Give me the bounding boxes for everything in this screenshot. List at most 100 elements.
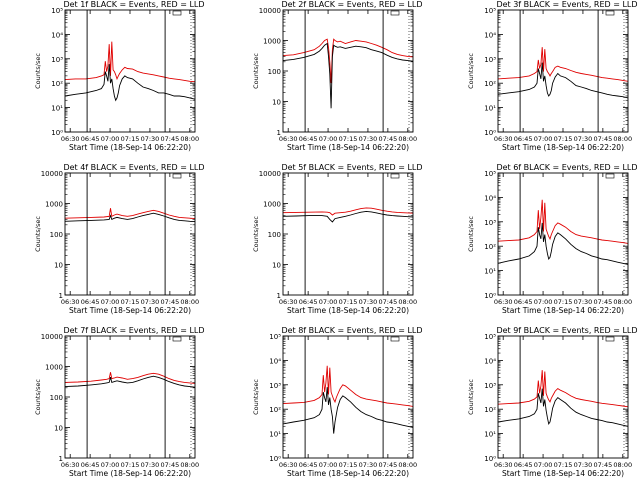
y-tick-label: 10³ (484, 219, 496, 227)
x-tick-label: 07:45 (160, 461, 179, 469)
x-axis-label: Start Time (18-Sep-14 06:22:20) (287, 306, 409, 315)
x-tick-label: 07:00 (534, 461, 553, 469)
x-tick-label: 06:45 (299, 461, 318, 469)
y-tick-label: 10000 (41, 333, 63, 341)
y-tick-label: 1 (277, 129, 281, 137)
y-tick-label: 10 (54, 262, 63, 270)
panel-title: Det 5f BLACK = Events, RED = LLD (281, 163, 422, 172)
series-line-lld (64, 41, 196, 83)
detector-panel: Det 8f BLACK = Events, RED = LLD 10⁰ 10¹ 10… (252, 326, 423, 478)
x-tick-label: 06:30 (61, 298, 80, 306)
y-tick-label: 100 (50, 394, 63, 402)
y-tick-label: 10⁵ (484, 333, 496, 341)
x-tick-label: 06:30 (494, 135, 513, 143)
legend-box (172, 10, 182, 16)
y-tick-label: 10³ (51, 56, 63, 64)
plot-frame (497, 9, 629, 133)
series-line-events (282, 387, 414, 434)
y-tick-label: 10³ (484, 56, 496, 64)
x-tick-label: 06:45 (514, 461, 533, 469)
y-tick-label: 10² (484, 406, 496, 414)
plot-frame (282, 9, 414, 133)
x-tick-label: 06:45 (81, 135, 100, 143)
x-tick-label: 07:30 (359, 135, 378, 143)
plot-frame (64, 172, 196, 296)
x-tick-label: 06:30 (279, 298, 298, 306)
x-tick-label: 06:30 (494, 461, 513, 469)
legend-box (605, 173, 615, 179)
series-line-lld (282, 38, 414, 84)
series-line-lld (282, 365, 414, 407)
legend-box (390, 336, 400, 342)
x-tick-label: 07:15 (554, 135, 573, 143)
x-tick-label: 07:45 (593, 461, 612, 469)
x-tick-label: 06:30 (279, 135, 298, 143)
x-tick-label: 06:45 (81, 461, 100, 469)
y-tick-label: 10³ (484, 382, 496, 390)
x-tick-label: 08:00 (613, 135, 632, 143)
x-tick-label: 07:30 (359, 298, 378, 306)
x-tick-label: 07:45 (378, 461, 397, 469)
y-tick-label: 10000 (259, 7, 281, 15)
x-tick-label: 07:15 (121, 135, 140, 143)
series-line-events (64, 64, 196, 102)
y-tick-label: 10⁴ (484, 357, 496, 365)
series-line-events (282, 210, 414, 223)
series-line-events (64, 212, 196, 223)
panel-title: Det 8f BLACK = Events, RED = LLD (281, 326, 422, 335)
y-tick-label: 1 (277, 292, 281, 300)
y-axis-label: Counts/sec (467, 379, 475, 415)
legend-box (605, 336, 615, 342)
x-tick-label: 08:00 (613, 298, 632, 306)
plot-frame (282, 172, 414, 296)
y-tick-label: 10¹ (484, 268, 496, 276)
x-tick-label: 07:30 (141, 298, 160, 306)
y-tick-label: 10¹ (484, 105, 496, 113)
y-tick-label: 1000 (263, 201, 281, 209)
x-axis-label: Start Time (18-Sep-14 06:22:20) (502, 469, 624, 478)
x-tick-label: 07:15 (339, 135, 358, 143)
y-tick-label: 1 (59, 292, 63, 300)
x-tick-label: 06:45 (514, 135, 533, 143)
detector-panel: Det 1f BLACK = Events, RED = LLD 10⁰ 10¹ 10… (34, 0, 205, 152)
y-tick-label: 10⁴ (484, 31, 496, 39)
y-axis-label: Counts/sec (252, 379, 260, 415)
y-tick-label: 1 (59, 455, 63, 463)
detector-panel: Det 6f BLACK = Events, RED = LLD 10⁰ 10¹ 10… (467, 163, 638, 315)
x-tick-label: 07:30 (141, 461, 160, 469)
y-tick-label: 10⁴ (484, 194, 496, 202)
x-tick-label: 07:30 (574, 461, 593, 469)
y-tick-label: 10² (51, 80, 63, 88)
panel-title: Det 3f BLACK = Events, RED = LLD (496, 0, 637, 9)
panel-title: Det 4f BLACK = Events, RED = LLD (63, 163, 204, 172)
x-tick-label: 07:00 (101, 135, 120, 143)
y-tick-label: 10³ (269, 382, 281, 390)
series-line-events (497, 62, 629, 99)
x-tick-label: 07:30 (574, 298, 593, 306)
legend-box (172, 336, 182, 342)
detector-panel: Det 7f BLACK = Events, RED = LLD 1 10 100 10… (34, 326, 205, 478)
legend-box (172, 173, 182, 179)
y-tick-label: 10 (272, 99, 281, 107)
y-tick-label: 10000 (41, 170, 63, 178)
x-tick-label: 07:00 (101, 461, 120, 469)
x-axis-label: Start Time (18-Sep-14 06:22:20) (502, 143, 624, 152)
detector-panel: Det 2f BLACK = Events, RED = LLD 1 10 100 10… (252, 0, 423, 152)
y-tick-label: 10⁰ (484, 129, 496, 137)
series-line-lld (282, 207, 414, 216)
legend-box (605, 10, 615, 16)
detector-panel: Det 5f BLACK = Events, RED = LLD 1 10 100 10… (252, 163, 423, 315)
x-tick-label: 06:30 (494, 298, 513, 306)
x-tick-label: 07:15 (554, 298, 573, 306)
y-tick-label: 10⁴ (269, 357, 281, 365)
panel-title: Det 1f BLACK = Events, RED = LLD (63, 0, 204, 9)
y-axis-label: Counts/sec (252, 216, 260, 252)
x-tick-label: 08:00 (398, 298, 417, 306)
y-tick-label: 1000 (263, 38, 281, 46)
x-tick-label: 07:00 (319, 298, 338, 306)
y-tick-label: 100 (268, 231, 281, 239)
series-line-lld (497, 199, 629, 244)
y-tick-label: 10⁰ (484, 455, 496, 463)
plot-frame (282, 335, 414, 459)
